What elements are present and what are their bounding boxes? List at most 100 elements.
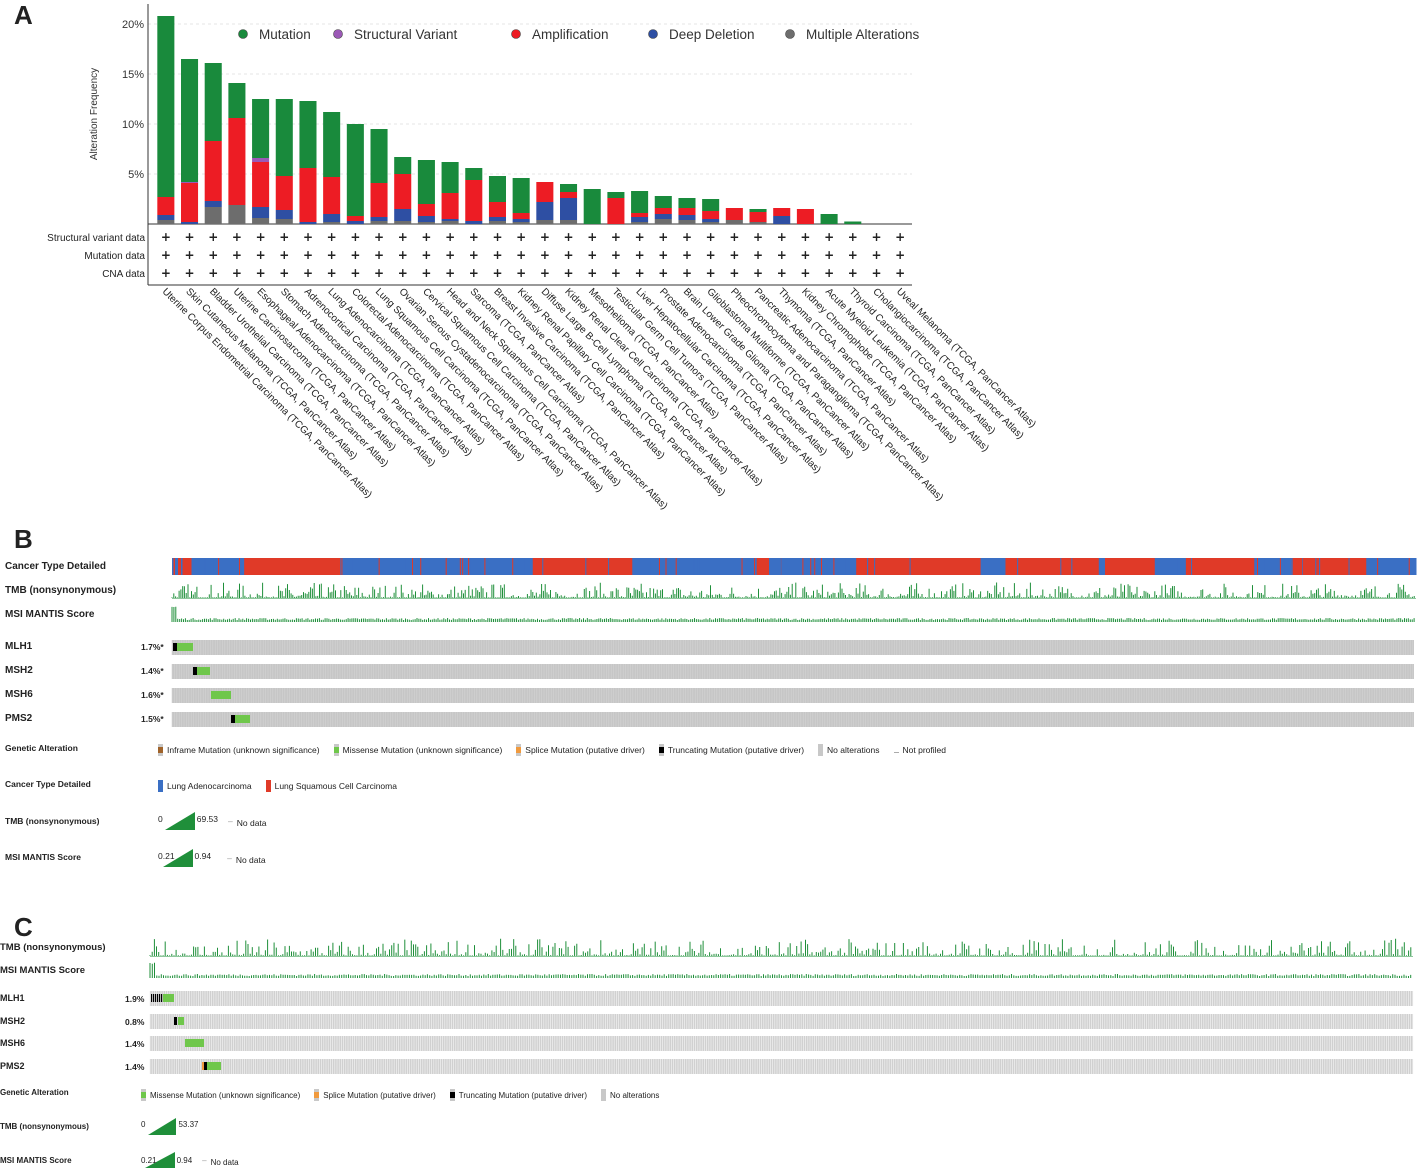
cancer-type-cell <box>1263 558 1265 575</box>
bar-segment <box>725 220 743 224</box>
cancer-type-cell <box>1027 558 1029 575</box>
data-availability-marker: + <box>327 266 337 280</box>
bar-segment <box>299 101 317 168</box>
legend-tmb-c: 0 53.37 <box>141 1118 198 1135</box>
cancer-type-cell <box>187 558 189 575</box>
data-availability-marker: + <box>611 248 621 262</box>
legend-swatch <box>516 744 522 756</box>
cancer-type-cell <box>665 558 667 575</box>
data-availability-marker: + <box>848 230 858 244</box>
bar-segment <box>631 213 649 217</box>
cancer-type-cell <box>464 558 466 575</box>
cancer-type-cell <box>585 558 587 575</box>
bar-segment <box>488 221 506 224</box>
gene-track-texture <box>149 1059 1414 1074</box>
data-availability-marker: + <box>682 266 692 280</box>
data-availability-marker: + <box>445 230 455 244</box>
cancer-type-block <box>632 558 652 575</box>
data-availability-marker: + <box>374 230 384 244</box>
gene-pct-msh2: 1.4%* <box>141 666 164 676</box>
data-availability-marker: + <box>398 266 408 280</box>
data-availability-marker: + <box>445 248 455 262</box>
bar-segment <box>370 217 388 221</box>
data-availability-marker: + <box>350 266 360 280</box>
cancer-type-cell <box>184 558 186 575</box>
data-availability-marker: + <box>256 248 266 262</box>
bar-segment <box>157 215 175 220</box>
legend-item: Missense Mutation (unknown significance) <box>333 744 502 756</box>
data-availability-marker: + <box>421 266 431 280</box>
gene-track-texture <box>171 664 1414 679</box>
bar-segment <box>441 162 459 193</box>
cancer-type-block <box>650 558 758 575</box>
gene-track-texture <box>171 640 1414 655</box>
legend-label: Amplification <box>532 27 609 42</box>
bar-segment <box>702 222 720 224</box>
cancer-type-cell <box>1377 558 1379 575</box>
bar-segment <box>488 202 506 217</box>
data-availability-marker: + <box>871 248 881 262</box>
cancer-type-cell <box>181 558 183 575</box>
bar-segment <box>678 208 696 215</box>
data-availability-marker: + <box>492 230 502 244</box>
legend-swatch-fill <box>158 747 163 753</box>
cancer-type-cell <box>1243 558 1245 575</box>
legend-msi-c: 0.21 0.94 – No data <box>141 1152 239 1168</box>
cancer-type-cell <box>1279 558 1281 575</box>
data-availability-marker: + <box>800 266 810 280</box>
data-availability-marker: + <box>421 230 431 244</box>
bar-segment <box>631 191 649 213</box>
bar-segment <box>607 198 625 224</box>
legend-cancer-type: Lung Adenocarcinoma Lung Squamous Cell Ca… <box>158 780 411 792</box>
bar-segment <box>488 217 506 221</box>
tmb-max-c: 53.37 <box>178 1120 199 1129</box>
data-availability-marker: + <box>469 248 479 262</box>
legend-title-genetic-alteration-c: Genetic Alteration <box>0 1088 69 1097</box>
data-availability-marker: + <box>777 266 787 280</box>
data-availability-marker: + <box>445 266 455 280</box>
cancer-type-cell <box>1284 558 1286 575</box>
legend-dot <box>511 29 521 39</box>
legend-swatch <box>158 744 163 756</box>
bar-segment <box>204 141 222 201</box>
legend-swatch-fill <box>516 747 522 753</box>
cancer-type-block <box>342 558 351 575</box>
data-availability-marker: + <box>374 266 384 280</box>
bar-segment <box>417 204 435 216</box>
data-availability-marker: + <box>516 266 526 280</box>
legend-item: Truncating Mutation (putative driver) <box>449 1089 587 1101</box>
cancer-type-cell <box>542 558 544 575</box>
splice-mutation <box>202 1062 204 1070</box>
gene-label-msh2-c: MSH2 <box>0 1016 26 1026</box>
track-label-cancer-type: Cancer Type Detailed <box>5 561 106 572</box>
data-availability-marker: + <box>516 230 526 244</box>
y-tick-label: 20% <box>122 19 144 31</box>
cancer-type-cell <box>697 558 699 575</box>
bar-segment <box>275 99 293 176</box>
data-availability-marker: + <box>824 230 834 244</box>
bar-segment <box>370 221 388 224</box>
data-availability-marker: + <box>232 248 242 262</box>
cancer-type-cell <box>588 558 590 575</box>
bar-segment <box>252 162 270 207</box>
data-availability-marker: + <box>398 230 408 244</box>
bar-segment <box>465 180 483 221</box>
data-availability-marker: + <box>706 230 716 244</box>
cancer-type-cell <box>667 558 669 575</box>
cancer-type-block <box>194 558 245 575</box>
data-availability-marker: + <box>824 248 834 262</box>
no-data-dash: – <box>227 853 232 863</box>
bar-segment <box>394 157 412 174</box>
panel-b-letter: B <box>14 524 33 554</box>
truncating-mutation <box>231 715 235 723</box>
gene-pct-msh6-c: 1.4% <box>125 1039 145 1049</box>
legend-swatch <box>158 780 163 792</box>
cancer-type-cell <box>484 558 486 575</box>
gene-track-texture <box>171 712 1414 727</box>
bar-segment <box>228 118 246 205</box>
track-label-msi: MSI MANTIS Score <box>5 609 95 620</box>
bar-segment <box>465 168 483 180</box>
data-availability-marker: + <box>706 248 716 262</box>
data-availability-marker: + <box>279 266 289 280</box>
cancer-type-cell <box>512 558 514 575</box>
